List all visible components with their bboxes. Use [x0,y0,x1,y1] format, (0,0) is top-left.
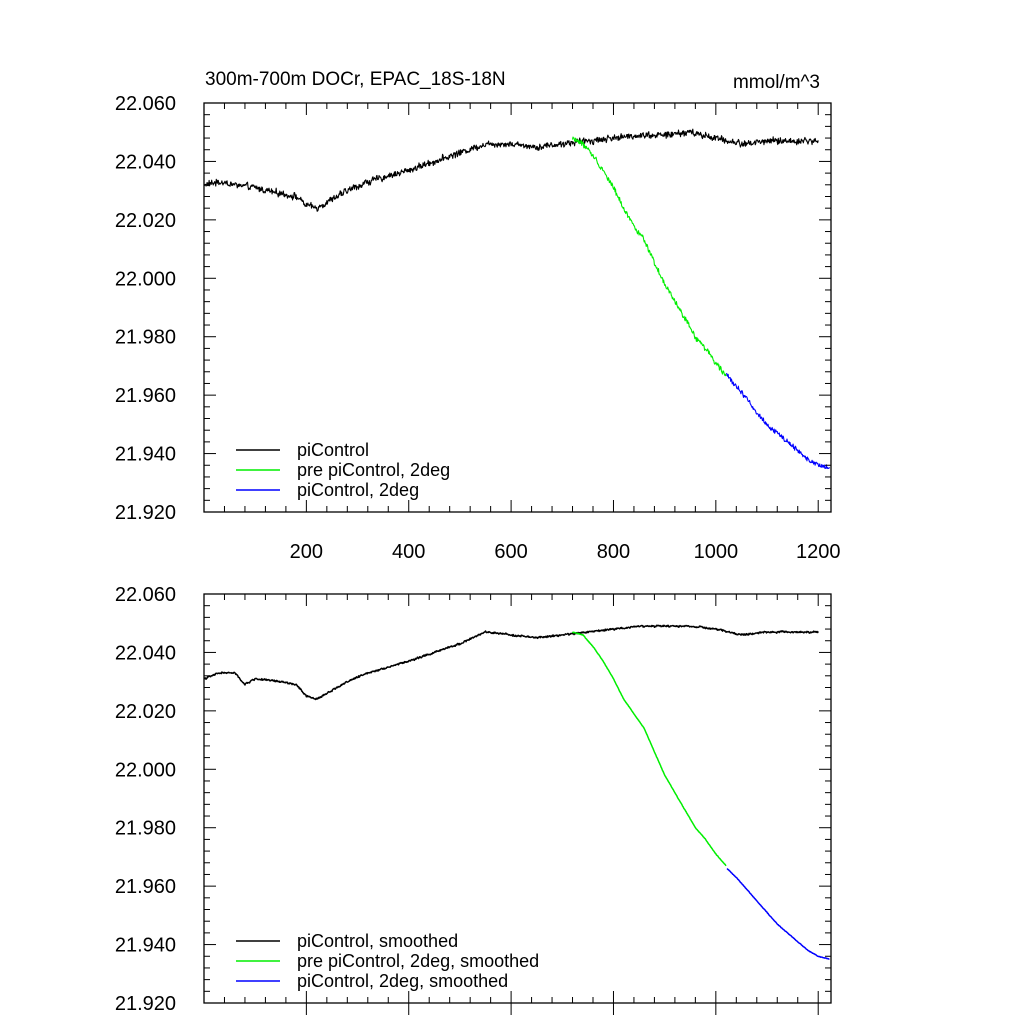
bottom-panel: 22.060 22.040 22.020 22.000 21.980 21.960 21.9… [115,584,832,1015]
series-line [203,624,819,701]
series-line [726,372,830,470]
y-tick-label: 21.980 [115,327,176,349]
x-tick-label: 1200 [796,541,841,563]
y-tick-label: 22.040 [115,642,176,664]
series-line [204,128,819,212]
tick-layer [204,102,831,513]
x-tick-label: 1000 [694,541,739,563]
tick-label-layer: 22.060 22.040 22.020 22.000 21.980 21.960 21.9… [115,93,841,563]
legend-label: piControl, 2deg, smoothed [297,971,508,991]
y-tick-label: 21.960 [115,876,176,898]
series-line [571,631,727,867]
x-tick-label: 800 [597,541,630,563]
x-tick-label: 600 [494,541,527,563]
series-line [571,136,727,377]
y-tick-label: 21.940 [115,935,176,957]
legend-label: piControl, smoothed [297,931,458,951]
y-tick-label: 22.060 [115,93,176,115]
top-panel: 300m-700m DOCr, EPAC_18S-18N mmol/m^3 22… [115,69,841,563]
y-tick-label: 22.020 [115,701,176,723]
y-tick-label: 22.000 [115,268,176,290]
plot-frame [203,593,832,1004]
y-tick-label: 21.960 [115,385,176,407]
legend-label: pre piControl, 2deg [297,460,450,480]
legend-label: piControl [297,440,369,460]
legend-label: pre piControl, 2deg, smoothed [297,951,539,971]
series-line [726,868,830,960]
y-tick-label: 21.980 [115,818,176,840]
x-tick-label: 400 [392,541,425,563]
y-tick-label: 22.000 [115,759,176,781]
series-layer [203,624,830,960]
x-tick-label: 200 [290,541,323,563]
y-tick-label: 22.060 [115,584,176,606]
y-tick-label: 22.020 [115,210,176,232]
legend-label: piControl, 2deg [297,480,419,500]
y-tick-label: 22.040 [115,151,176,173]
tick-label-layer: 22.060 22.040 22.020 22.000 21.980 21.960 21.9… [115,584,176,1015]
chart-title: 300m-700m DOCr, EPAC_18S-18N [205,69,506,90]
y-tick-label: 21.920 [115,993,176,1015]
y-tick-label: 21.920 [115,502,176,524]
y-tick-label: 21.940 [115,444,176,466]
plot-frame [203,102,832,513]
series-layer [204,128,830,470]
units-label: mmol/m^3 [733,72,820,93]
